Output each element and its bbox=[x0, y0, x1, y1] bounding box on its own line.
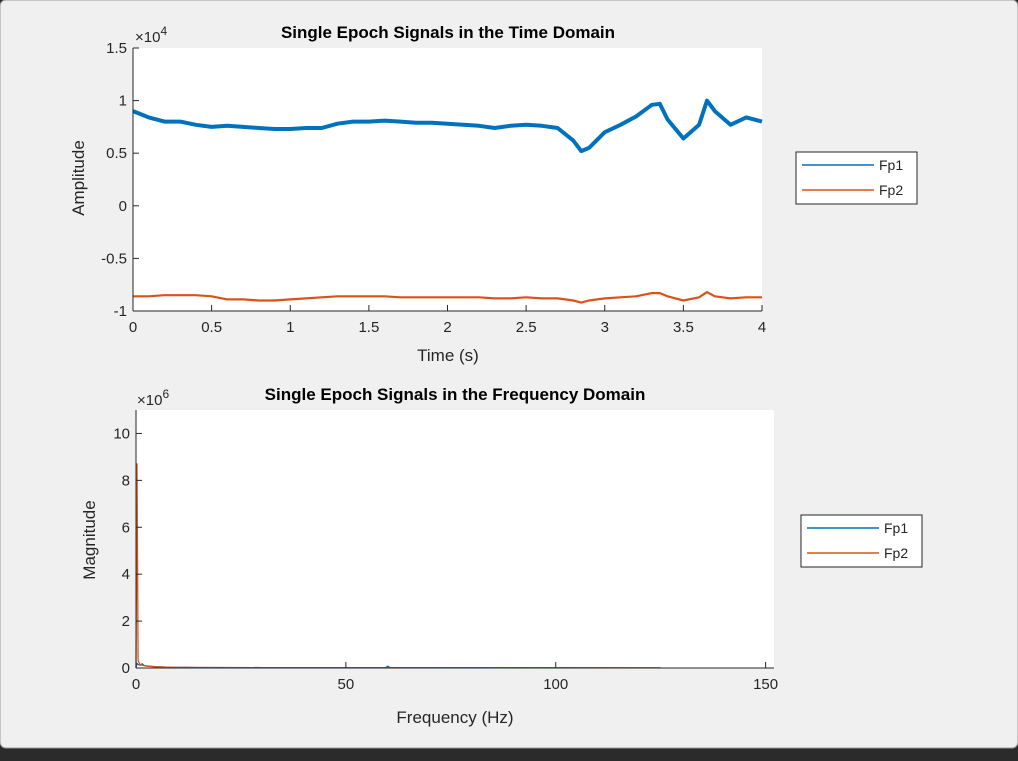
frequency-x-tick-label: 0 bbox=[132, 676, 140, 693]
time-y-tick-label: 0.5 bbox=[106, 145, 127, 162]
frequency-plot-y-exponent-base: ×10 bbox=[137, 392, 162, 409]
time-domain-plot: 0 0.5 1 1.5 2 2.5 3 3.5 4 -1 -0.5 0 0.5 1 1.5 Single E… bbox=[69, 23, 918, 365]
frequency-plot-axes-area bbox=[136, 410, 774, 668]
time-legend-box bbox=[795, 151, 918, 205]
time-plot-legend: Fp1 Fp2 bbox=[795, 151, 918, 205]
frequency-plot-ticks: 0 50 100 150 0 2 4 6 8 10 bbox=[113, 425, 778, 693]
time-y-tick-label: 1 bbox=[119, 93, 127, 110]
frequency-x-tick-label: 100 bbox=[543, 676, 568, 693]
time-x-tick-label: 4 bbox=[758, 319, 766, 336]
frequency-y-tick-label: 2 bbox=[122, 613, 130, 630]
frequency-y-tick-label: 0 bbox=[122, 660, 130, 677]
time-plot-lines bbox=[132, 98, 763, 304]
time-x-tick-label: 0.5 bbox=[201, 319, 222, 336]
frequency-y-tick-label: 10 bbox=[113, 425, 130, 442]
frequency-legend-label-fp2: Fp2 bbox=[884, 545, 908, 561]
time-x-tick-label: 2 bbox=[443, 319, 451, 336]
time-x-tick-label: 0 bbox=[129, 319, 137, 336]
frequency-x-tick-label: 50 bbox=[338, 676, 355, 693]
frequency-plot-y-exponent-power: 6 bbox=[162, 387, 169, 401]
time-plot-y-exponent: ×104 bbox=[135, 24, 167, 46]
frequency-y-tick-label: 4 bbox=[122, 566, 130, 583]
time-plot-title: Single Epoch Signals in the Time Domain bbox=[281, 23, 615, 42]
time-y-tick-label: 0 bbox=[119, 198, 127, 215]
time-plot-ylabel: Amplitude bbox=[69, 140, 88, 216]
time-x-tick-label: 1 bbox=[286, 319, 294, 336]
frequency-plot-y-exponent: ×106 bbox=[137, 387, 169, 409]
frequency-legend-label-fp1: Fp1 bbox=[884, 520, 908, 536]
frequency-y-tick-label: 6 bbox=[122, 519, 130, 536]
time-line-fp2 bbox=[133, 291, 762, 304]
frequency-domain-plot: 0 50 100 150 0 2 4 6 8 10 Single Epoch Signals in… bbox=[80, 385, 923, 727]
frequency-plot-title: Single Epoch Signals in the Frequency Do… bbox=[265, 385, 646, 404]
frequency-plot-ylabel: Magnitude bbox=[80, 500, 99, 579]
time-plot-y-exponent-base: ×10 bbox=[135, 29, 160, 46]
frequency-legend-box bbox=[800, 514, 923, 568]
time-y-tick-label: 1.5 bbox=[106, 40, 127, 57]
frequency-y-tick-label: 8 bbox=[122, 472, 130, 489]
time-line-fp1 bbox=[132, 98, 763, 154]
time-legend-label-fp1: Fp1 bbox=[879, 157, 903, 173]
frequency-plot-axes bbox=[135, 410, 774, 669]
time-plot-ticks: 0 0.5 1 1.5 2 2.5 3 3.5 4 -1 -0.5 0 0.5 1 1.5 bbox=[101, 40, 766, 336]
time-x-tick-label: 3 bbox=[601, 319, 609, 336]
time-plot-xlabel: Time (s) bbox=[417, 346, 479, 365]
time-plot-axes-area bbox=[133, 48, 762, 311]
time-plot-y-exponent-power: 4 bbox=[160, 24, 167, 38]
time-x-tick-label: 1.5 bbox=[358, 319, 379, 336]
time-y-tick-label: -1 bbox=[114, 303, 127, 320]
time-x-tick-label: 3.5 bbox=[673, 319, 694, 336]
time-legend-label-fp2: Fp2 bbox=[879, 182, 903, 198]
time-x-tick-label: 2.5 bbox=[516, 319, 537, 336]
frequency-x-tick-label: 150 bbox=[753, 676, 778, 693]
frequency-plot-legend: Fp1 Fp2 bbox=[800, 514, 923, 568]
time-y-tick-label: -0.5 bbox=[101, 250, 127, 267]
frequency-plot-xlabel: Frequency (Hz) bbox=[396, 708, 513, 727]
